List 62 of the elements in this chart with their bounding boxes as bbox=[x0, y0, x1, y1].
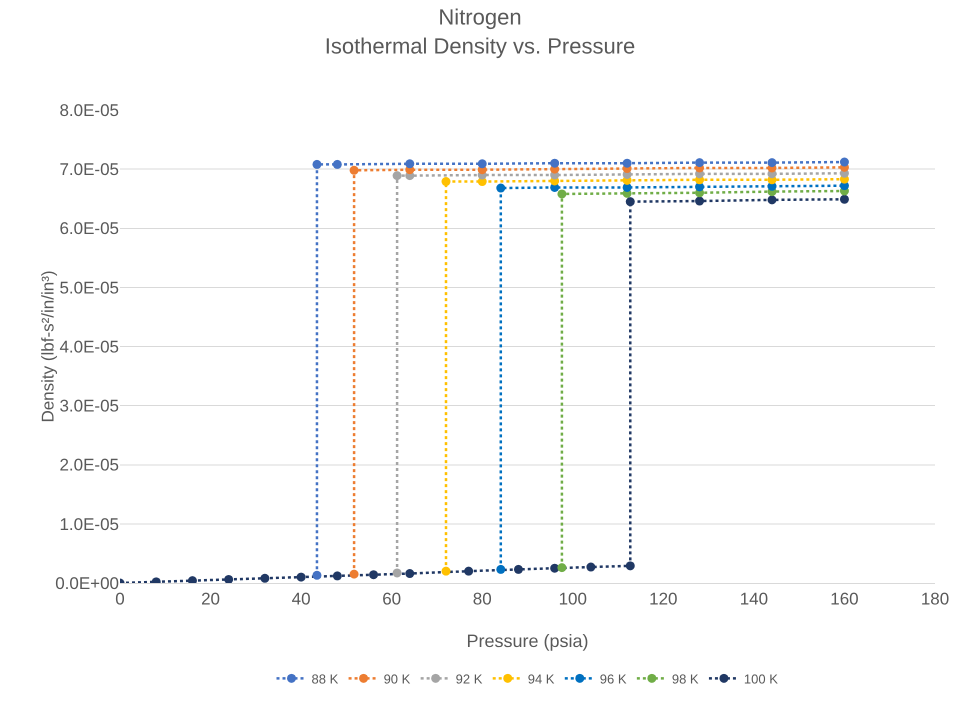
chart-subtitle: Isothermal Density vs. Pressure bbox=[324, 33, 636, 58]
point bbox=[586, 562, 596, 572]
point bbox=[312, 160, 322, 169]
y-tick-label: 2.0E-05 bbox=[59, 456, 119, 475]
point bbox=[626, 561, 635, 570]
legend-label: 94 K bbox=[528, 671, 555, 686]
point bbox=[350, 570, 359, 579]
point bbox=[557, 563, 566, 572]
legend-label: 90 K bbox=[384, 671, 411, 686]
point bbox=[260, 574, 270, 583]
point bbox=[840, 194, 849, 204]
x-tick-label: 140 bbox=[740, 589, 768, 608]
point bbox=[840, 158, 849, 167]
y-tick-label: 7.0E-05 bbox=[59, 160, 119, 180]
point bbox=[514, 564, 523, 574]
legend-label: 88 K bbox=[312, 671, 339, 686]
x-tick-label: 100 bbox=[558, 589, 587, 608]
point bbox=[350, 166, 359, 175]
point bbox=[442, 566, 450, 576]
point bbox=[695, 196, 704, 206]
chart-title: Nitrogen bbox=[438, 4, 522, 30]
legend-label: 92 K bbox=[456, 671, 483, 686]
y-tick-label: 4.0E-05 bbox=[59, 337, 119, 356]
point bbox=[405, 569, 414, 578]
legend-label: 96 K bbox=[600, 671, 627, 686]
point bbox=[496, 184, 506, 193]
y-tick-label: 5.0E-05 bbox=[59, 278, 119, 298]
point bbox=[405, 159, 414, 168]
x-tick-label: 180 bbox=[920, 589, 950, 608]
point bbox=[296, 572, 306, 582]
point bbox=[224, 574, 234, 583]
x-tick-label: 60 bbox=[382, 589, 402, 608]
point bbox=[442, 177, 450, 186]
y-tick-label: 6.0E-05 bbox=[59, 219, 119, 238]
point bbox=[464, 566, 474, 576]
x-tick-label: 40 bbox=[292, 589, 311, 608]
point bbox=[312, 570, 322, 580]
y-axis-title: Density (lbf-s²/in/in³) bbox=[38, 270, 58, 423]
y-tick-label: 8.0E-05 bbox=[59, 100, 119, 120]
point bbox=[622, 158, 632, 168]
y-tick-label: 1.0E-05 bbox=[59, 514, 119, 534]
x-tick-label: 20 bbox=[201, 589, 220, 608]
x-tick-label: 160 bbox=[830, 589, 859, 608]
point bbox=[768, 158, 776, 168]
x-tick-label: 80 bbox=[472, 589, 492, 608]
legend-label: 98 K bbox=[672, 671, 699, 686]
point bbox=[369, 570, 378, 580]
point bbox=[496, 564, 506, 574]
point bbox=[392, 568, 402, 578]
point bbox=[478, 159, 487, 168]
x-tick-label: 120 bbox=[649, 589, 678, 608]
point bbox=[768, 195, 776, 204]
point bbox=[557, 189, 566, 198]
x-axis-title: Pressure (psia) bbox=[466, 631, 589, 651]
point bbox=[695, 158, 704, 168]
point bbox=[550, 158, 560, 168]
point bbox=[332, 160, 342, 169]
point bbox=[392, 171, 402, 180]
point bbox=[626, 197, 635, 206]
y-tick-label: 3.0E-05 bbox=[59, 396, 119, 416]
point bbox=[332, 571, 342, 580]
legend-label: 100 K bbox=[744, 671, 778, 686]
